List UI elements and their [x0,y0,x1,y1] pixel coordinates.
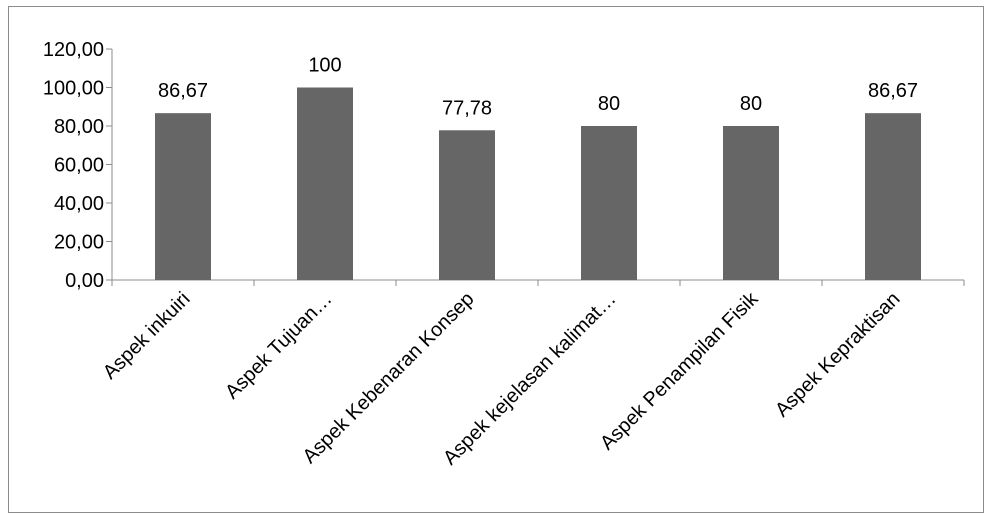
data-labels: 86,67 100 77,78 80 80 86,67 [158,55,918,120]
y-axis: 0,00 20,00 40,00 60,00 80,00 100,00 120,00 [43,39,113,292]
bar [297,87,353,280]
category-labels: Aspek inkuiri Aspek Tujuan…Aspek Kebenara… [99,287,905,469]
category-label: Aspek Tujuan… [221,288,336,403]
data-label: 77,78 [442,97,492,119]
y-tick-label: 20,00 [54,232,104,254]
y-tick-label: 120,00 [43,39,104,61]
data-label: 86,67 [868,80,918,102]
bar [439,130,495,280]
y-tick-label: 80,00 [54,116,104,138]
data-label: 80 [598,93,620,115]
y-tick-label: 0,00 [65,270,104,292]
y-tick-label: 40,00 [54,193,104,215]
bar [865,113,921,280]
y-tick-label: 60,00 [54,155,104,177]
data-label: 100 [308,55,341,77]
category-label: Aspek inkuiri [99,288,195,384]
bar-chart: 0,00 20,00 40,00 60,00 80,00 100,00 120,00 86,… [43,39,965,469]
chart-frame: 0,00 20,00 40,00 60,00 80,00 100,00 120,00 86,… [8,6,984,513]
data-label: 86,67 [158,80,208,102]
category-label: Aspek Kepraktisan [771,288,904,421]
bar [581,126,637,280]
bars [155,87,921,280]
x-axis [111,279,965,286]
bar [155,113,211,280]
category-label: Aspek Penampilan Fisik [596,287,763,454]
data-label: 80 [740,93,762,115]
bar [723,126,779,280]
y-tick-label: 100,00 [43,78,104,100]
